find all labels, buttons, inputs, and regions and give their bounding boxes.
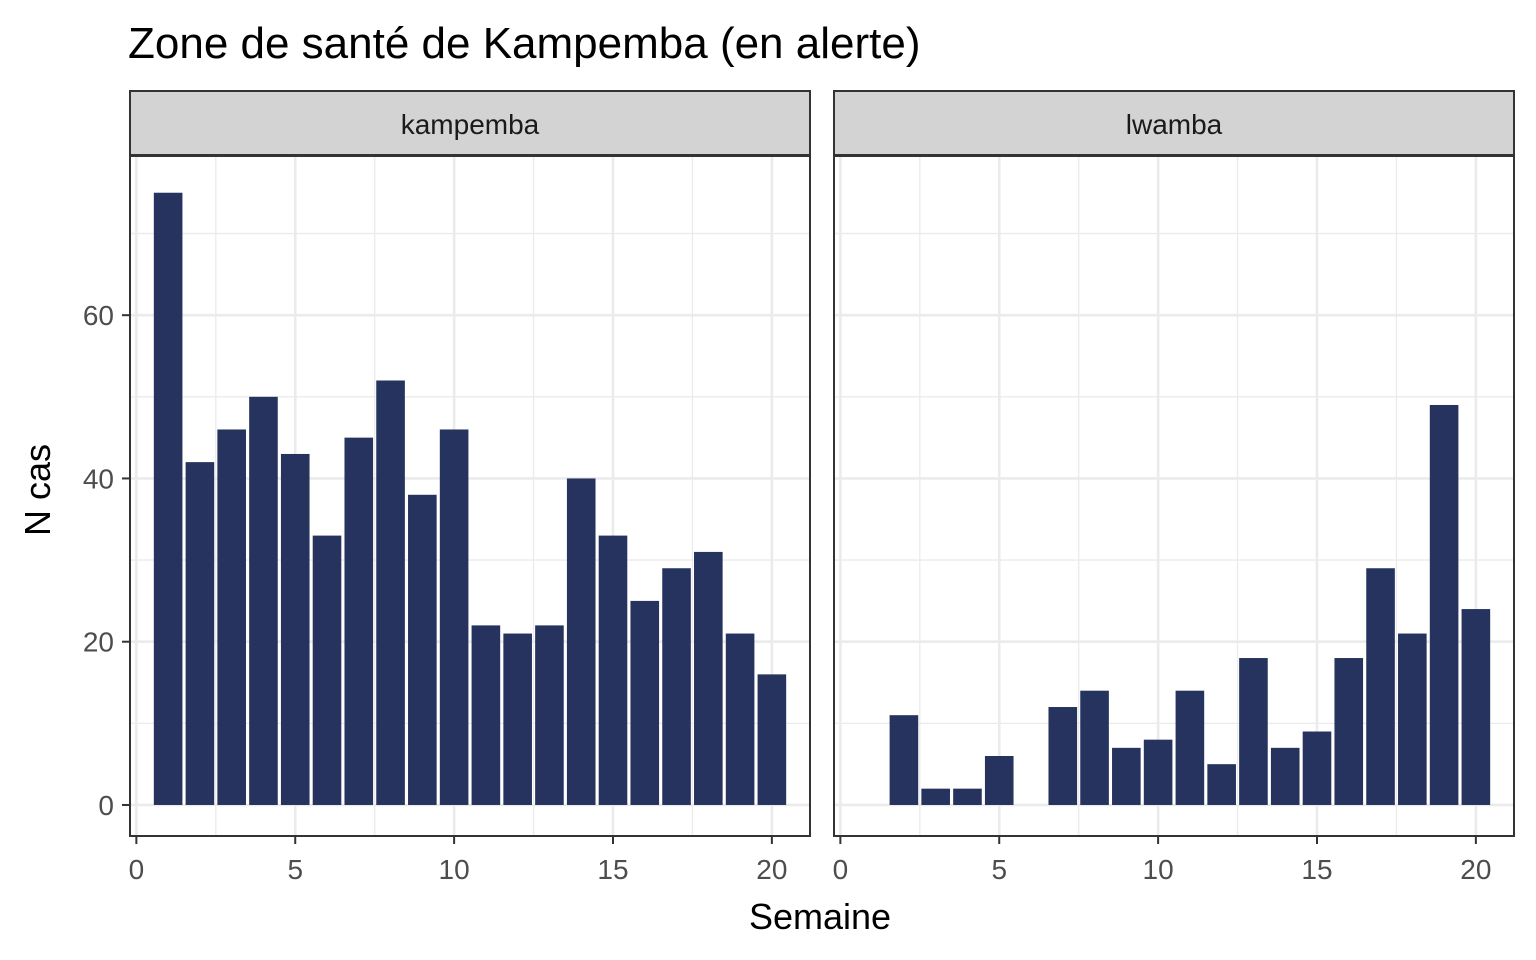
bar-kampemba-week-16 bbox=[630, 600, 660, 805]
panel-border bbox=[129, 155, 811, 837]
bar-kampemba-week-15 bbox=[598, 535, 628, 805]
bar-lwamba-week-13 bbox=[1239, 658, 1268, 805]
y-tick-label: 60 bbox=[83, 300, 114, 331]
bar-kampemba-week-7 bbox=[344, 437, 374, 805]
bar-lwamba-week-2 bbox=[889, 715, 919, 805]
bar-kampemba-week-3 bbox=[217, 429, 246, 805]
bar-kampemba-week-1 bbox=[153, 192, 183, 805]
bar-kampemba-week-18 bbox=[694, 551, 723, 805]
x-tick-label: 15 bbox=[597, 854, 628, 885]
y-tick-label: 40 bbox=[83, 463, 114, 494]
x-tick-label: 0 bbox=[833, 854, 849, 885]
bar-kampemba-week-13 bbox=[535, 625, 564, 805]
bar-lwamba-week-15 bbox=[1302, 731, 1332, 805]
y-axis-title: N cas bbox=[17, 444, 58, 536]
bar-lwamba-week-14 bbox=[1270, 747, 1300, 805]
bar-lwamba-week-12 bbox=[1207, 764, 1236, 805]
bar-lwamba-week-10 bbox=[1143, 739, 1173, 805]
x-tick-label: 0 bbox=[129, 854, 145, 885]
bar-lwamba-week-11 bbox=[1175, 690, 1205, 805]
facet-strip-label: kampemba bbox=[401, 109, 540, 140]
x-tick-label: 15 bbox=[1301, 854, 1332, 885]
bar-lwamba-week-20 bbox=[1461, 609, 1491, 805]
facet-panel-lwamba: lwamba 0 5 10 15 20 bbox=[833, 90, 1515, 885]
bar-lwamba-week-16 bbox=[1334, 658, 1364, 805]
bar-kampemba-week-5 bbox=[280, 453, 310, 805]
bar-kampemba-week-4 bbox=[249, 396, 278, 805]
bar-kampemba-week-11 bbox=[471, 625, 501, 805]
x-tick-label: 20 bbox=[1460, 854, 1491, 885]
y-axis: 0 20 40 60 bbox=[83, 300, 130, 821]
x-tick-label: 5 bbox=[287, 854, 303, 885]
bar-kampemba-week-9 bbox=[408, 494, 437, 805]
bar-kampemba-week-20 bbox=[757, 674, 787, 805]
facet-strip-label: lwamba bbox=[1126, 109, 1223, 140]
bar-lwamba-week-17 bbox=[1366, 568, 1395, 805]
x-tick-label: 10 bbox=[1143, 854, 1174, 885]
y-tick-label: 20 bbox=[83, 627, 114, 658]
x-tick-label: 5 bbox=[991, 854, 1007, 885]
x-tick-label: 20 bbox=[756, 854, 787, 885]
bar-kampemba-week-6 bbox=[312, 535, 342, 805]
bar-kampemba-week-12 bbox=[503, 633, 532, 805]
facet-strip bbox=[833, 90, 1515, 156]
chart-title: Zone de santé de Kampemba (en alerte) bbox=[128, 19, 920, 68]
bar-kampemba-week-10 bbox=[439, 429, 469, 805]
bar-lwamba-week-5 bbox=[984, 756, 1014, 805]
bar-lwamba-week-18 bbox=[1398, 633, 1427, 805]
bar-lwamba-week-9 bbox=[1112, 747, 1141, 805]
y-tick-label: 0 bbox=[98, 790, 114, 821]
bar-kampemba-week-2 bbox=[185, 462, 215, 805]
bar-kampemba-week-8 bbox=[376, 380, 405, 805]
x-axis-title: Semaine bbox=[749, 896, 891, 937]
facet-panels: kampemba 0 5 10 15 20 lwamba 0 5 10 15 20 bbox=[129, 90, 1515, 885]
bar-lwamba-week-19 bbox=[1429, 404, 1459, 805]
bar-lwamba-week-3 bbox=[921, 788, 950, 805]
facet-panel-kampemba: kampemba 0 5 10 15 20 bbox=[129, 90, 811, 885]
bar-kampemba-week-19 bbox=[725, 633, 755, 805]
bar-kampemba-week-14 bbox=[566, 478, 596, 805]
panel-border bbox=[833, 155, 1515, 837]
bar-lwamba-week-8 bbox=[1080, 690, 1109, 805]
x-tick-label: 10 bbox=[439, 854, 470, 885]
facet-strip bbox=[129, 90, 811, 156]
bar-lwamba-week-4 bbox=[953, 788, 982, 805]
bar-kampemba-week-17 bbox=[662, 568, 691, 805]
bar-lwamba-week-7 bbox=[1048, 707, 1078, 805]
